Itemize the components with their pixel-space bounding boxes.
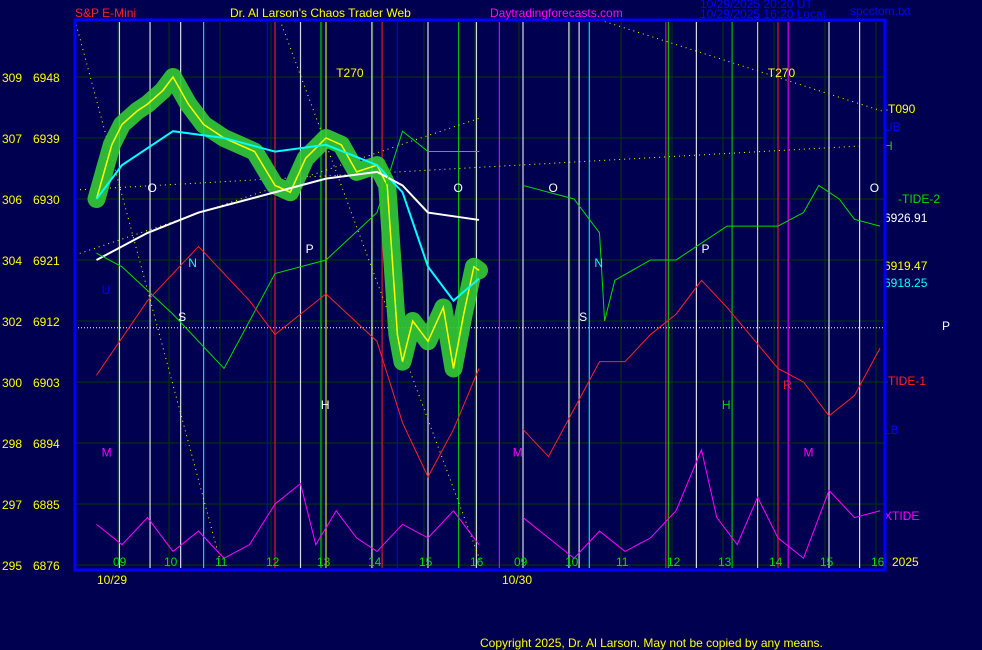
y-tick-left: 297 (2, 498, 22, 512)
y-tick-left: 309 (2, 71, 22, 85)
hour-tick: 11 (616, 555, 629, 569)
right-label: -TIDE-2 (898, 192, 940, 206)
grid (75, 22, 885, 568)
y-tick-right: 6930 (33, 193, 60, 207)
hour-tick: 09 (113, 555, 127, 569)
right-label: XTIDE (884, 509, 919, 523)
trend-line (74, 145, 861, 191)
time-ut: 10/29/2025 20:20 UT (700, 0, 813, 11)
annotation: R (783, 378, 792, 392)
series-group (87, 68, 881, 560)
annotation: N (594, 256, 603, 270)
y-tick-right: 6876 (33, 559, 60, 573)
series-tide-2 (96, 130, 479, 370)
series-price (95, 75, 480, 369)
time-local: 10/29/2025 16:20 Local (700, 7, 825, 21)
y-tick-left: 295 (2, 559, 22, 573)
y-tick-right: 6939 (33, 132, 60, 146)
annotation: H (321, 398, 330, 412)
series-xtide (96, 482, 480, 559)
right-label: -T090 (884, 102, 916, 116)
y-tick-left: 307 (2, 132, 22, 146)
hour-tick: 12 (266, 555, 280, 569)
hour-tick: 10 (565, 555, 579, 569)
y-tick-right: 6948 (33, 71, 60, 85)
annotation: M (102, 446, 112, 460)
annotation: M (804, 446, 814, 460)
annotation: O (870, 181, 879, 195)
date-tick: 10/30 (502, 573, 532, 587)
y-tick-right: 6885 (33, 498, 60, 512)
right-label: 6918.25 (884, 276, 928, 290)
plot-frame (73, 18, 887, 572)
annotation: P (702, 242, 710, 256)
annotation: S (178, 310, 186, 324)
y-tick-right: 6912 (33, 315, 60, 329)
trend-line (74, 19, 221, 561)
chart-title: Dr. Al Larson's Chaos Trader Web (230, 6, 411, 20)
right-label: 6919.47 (884, 259, 928, 273)
series-tide-2 (522, 184, 881, 322)
annotation: S (579, 310, 587, 324)
annotation: H (722, 398, 731, 412)
hour-tick: 16 (871, 555, 885, 569)
hour-tick: 15 (820, 555, 834, 569)
series-ma-fast (95, 130, 480, 303)
series-tide-1 (96, 245, 480, 479)
y-tick-left: 306 (2, 193, 22, 207)
copyright: Copyright 2025, Dr. Al Larson. May not b… (480, 636, 823, 650)
y-tick-left: 298 (2, 437, 22, 451)
annotation: O (454, 181, 463, 195)
y-tick-right: 6921 (33, 254, 60, 268)
y-tick-left: 304 (2, 254, 22, 268)
hour-tick: 12 (667, 555, 681, 569)
series-tide-1 (522, 279, 881, 458)
y-tick-right: 6903 (33, 376, 60, 390)
annotation: O (549, 181, 558, 195)
annotation: N (188, 256, 197, 270)
labels-group: 309 6948 307 6939 306 6930 304 6921 302 6912 300 69… (2, 66, 950, 587)
hour-tick: 09 (514, 555, 528, 569)
right-label: UB (884, 120, 901, 134)
hour-tick: 11 (215, 555, 228, 569)
right-label: LB (884, 423, 899, 437)
series-ma-slow (96, 170, 480, 261)
hour-tick: 14 (769, 555, 783, 569)
symbol-title: S&P E-Mini (75, 6, 136, 20)
annotation: O (148, 181, 157, 195)
y-tick-left: 300 (2, 376, 22, 390)
right-label: P (942, 319, 950, 333)
series-xtide (522, 448, 881, 560)
annotation: M (513, 446, 523, 460)
annotation: T270 (768, 66, 796, 80)
year-label: 2025 (892, 555, 919, 569)
annotation: P (306, 242, 314, 256)
y-tick-right: 6894 (33, 437, 60, 451)
site-link[interactable]: Daytradingforecasts.com (490, 6, 623, 20)
hour-tick: 14 (368, 555, 382, 569)
hour-tick: 13 (317, 555, 331, 569)
hour-tick: 13 (718, 555, 732, 569)
hour-tick: 15 (419, 555, 433, 569)
right-label: -TIDE-1 (884, 374, 926, 388)
right-label: H (884, 139, 893, 153)
hour-tick: 16 (470, 555, 484, 569)
date-tick: 10/29 (97, 573, 127, 587)
data-file: spcctom.txt (850, 4, 911, 18)
y-tick-left: 302 (2, 315, 22, 329)
annotation: U (102, 283, 111, 297)
right-label: 6926.91 (884, 211, 928, 225)
hour-tick: 10 (164, 555, 178, 569)
annotation: T270 (336, 66, 364, 80)
trend-line (279, 19, 481, 561)
